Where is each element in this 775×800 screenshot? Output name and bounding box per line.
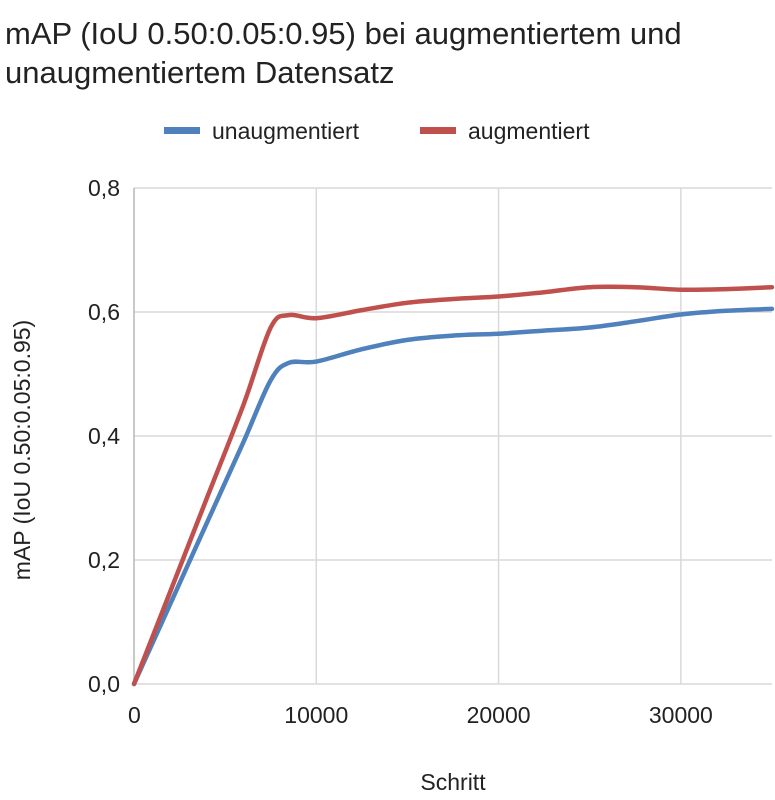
legend-swatch-unaugmentiert bbox=[164, 127, 200, 134]
y-tick-label: 0,2 bbox=[88, 547, 120, 573]
x-tick-labels: 0 10000 20000 30000 bbox=[128, 702, 713, 728]
x-axis-label: Schritt bbox=[420, 769, 486, 795]
y-tick-label: 0,8 bbox=[88, 175, 120, 201]
y-tick-label: 0,0 bbox=[88, 671, 120, 697]
legend: unaugmentiert augmentiert bbox=[164, 118, 590, 144]
series-line-augmentiert bbox=[131, 284, 775, 687]
legend-label-augmentiert: augmentiert bbox=[468, 118, 590, 144]
y-tick-labels: 0,0 0,2 0,4 0,6 0,8 bbox=[88, 175, 120, 697]
legend-item-unaugmentiert: unaugmentiert bbox=[164, 118, 360, 144]
series-line-unaugmentiert bbox=[131, 306, 775, 687]
chart-title-line-2: unaugmentiertem Datensatz bbox=[5, 55, 394, 90]
legend-swatch-augmentiert bbox=[420, 127, 456, 134]
x-tick-label: 10000 bbox=[284, 702, 348, 728]
y-axis-label: mAP (IoU 0.50:0.05:0.95) bbox=[9, 320, 35, 580]
y-tick-label: 0,4 bbox=[88, 423, 120, 449]
series-lines bbox=[131, 284, 775, 687]
legend-item-augmentiert: augmentiert bbox=[420, 118, 590, 144]
chart-title-line-1: mAP (IoU 0.50:0.05:0.95) bei augmentiert… bbox=[5, 16, 682, 51]
x-tick-label: 0 bbox=[128, 702, 141, 728]
horizontal-gridlines bbox=[134, 187, 772, 685]
legend-label-unaugmentiert: unaugmentiert bbox=[212, 118, 360, 144]
y-tick-label: 0,6 bbox=[88, 299, 120, 325]
x-tick-label: 20000 bbox=[467, 702, 531, 728]
x-tick-label: 30000 bbox=[649, 702, 713, 728]
